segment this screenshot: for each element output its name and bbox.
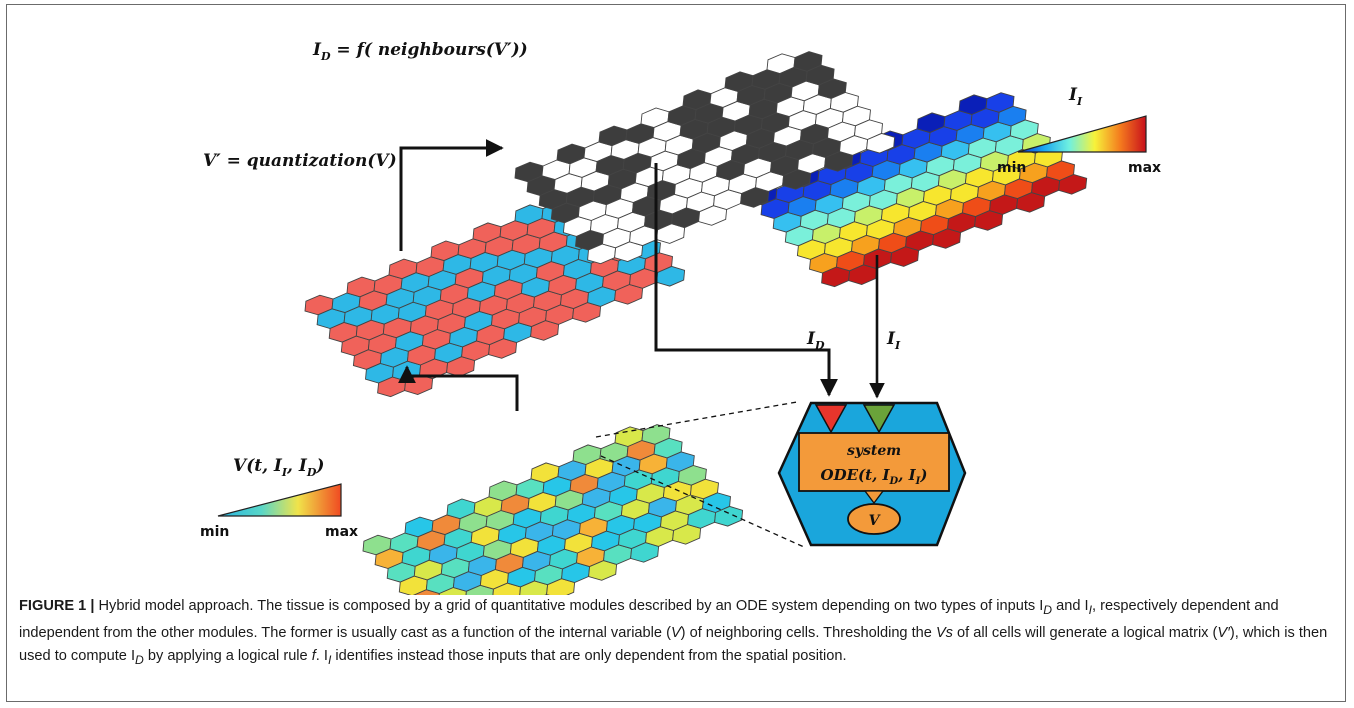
vprime-formula: V′ = quantization(V) <box>203 151 397 171</box>
caption-sub-2: I <box>1088 602 1092 617</box>
caption-text-7: by applying a logical rule <box>143 647 312 664</box>
v-scale-max: max <box>325 524 358 540</box>
ii-scale-max: max <box>1128 160 1161 176</box>
hex-cell <box>1058 174 1088 195</box>
binary-grid <box>514 51 896 265</box>
zoom-line-top <box>595 401 798 438</box>
caption-text-6: ), which is then used to compute I <box>19 624 1328 664</box>
caption-text-8: . I <box>315 647 328 664</box>
ii-input-port <box>862 404 896 434</box>
ode-line-2: ODE(t, ID, II) <box>821 466 928 487</box>
continuous-v-grid <box>362 424 744 595</box>
ode-module: system ODE(t, ID, II) V <box>777 401 967 547</box>
figure-frame: system ODE(t, ID, II) V ID = f( neighbou… <box>6 4 1346 702</box>
ii-scale-label: II <box>1068 85 1083 108</box>
hex-cell <box>656 265 686 287</box>
figure-caption: FIGURE 1 | Hybrid model approach. The ti… <box>19 595 1331 672</box>
v-output-label: V <box>869 513 882 529</box>
v-to-quantized-arrow <box>398 365 519 411</box>
independent-input-grid <box>748 92 1088 288</box>
caption-sub-4: I <box>327 652 332 667</box>
v-formula: V(t, II, ID) <box>233 456 324 479</box>
id-formula: ID = f( neighbours(V′)) <box>312 40 528 63</box>
hybrid-model-diagram: system ODE(t, ID, II) V ID = f( neighbou… <box>200 40 1161 595</box>
ode-line-1: system <box>847 443 901 459</box>
ii-arrow-label: II <box>886 329 901 352</box>
ode-system-box <box>798 432 950 492</box>
hex-cell <box>714 505 744 527</box>
caption-vs: Vs <box>935 624 953 641</box>
caption-label: FIGURE 1 | <box>19 598 95 614</box>
caption-text-9: identifies instead those inputs that are… <box>331 647 847 664</box>
v-colorscale: min max <box>200 483 358 540</box>
hex-cell <box>866 132 896 154</box>
v-scale-wedge <box>217 483 342 517</box>
zoom-line-bottom <box>600 455 805 548</box>
caption-text-2: and I <box>1052 598 1089 614</box>
caption-text-1: Hybrid model approach. The tissue is com… <box>94 598 1044 614</box>
v-output-node <box>847 503 901 535</box>
id-input-port <box>814 404 848 434</box>
caption-f: f <box>311 647 316 664</box>
quantization-arrow <box>399 139 504 251</box>
caption-vprime: V′ <box>1217 624 1230 641</box>
caption-text-4: ) of neighboring cells. Thresholding the <box>680 624 936 641</box>
ii-colorscale: min max <box>997 115 1161 176</box>
ii-scale-wedge <box>1017 115 1147 153</box>
id-arrow-label: ID <box>806 329 825 352</box>
caption-text-5: of all cells will generate a logical mat… <box>952 624 1218 641</box>
caption-sub-1: D <box>1043 602 1053 617</box>
id-input-arrow <box>654 163 838 397</box>
v-scale-min: min <box>200 524 229 540</box>
ode-output-connector <box>863 490 885 505</box>
ii-scale-min: min <box>997 160 1026 176</box>
caption-text-3: , respectively dependent and independent… <box>19 598 1279 641</box>
caption-v: V <box>670 624 681 641</box>
caption-sub-3: D <box>135 652 144 667</box>
